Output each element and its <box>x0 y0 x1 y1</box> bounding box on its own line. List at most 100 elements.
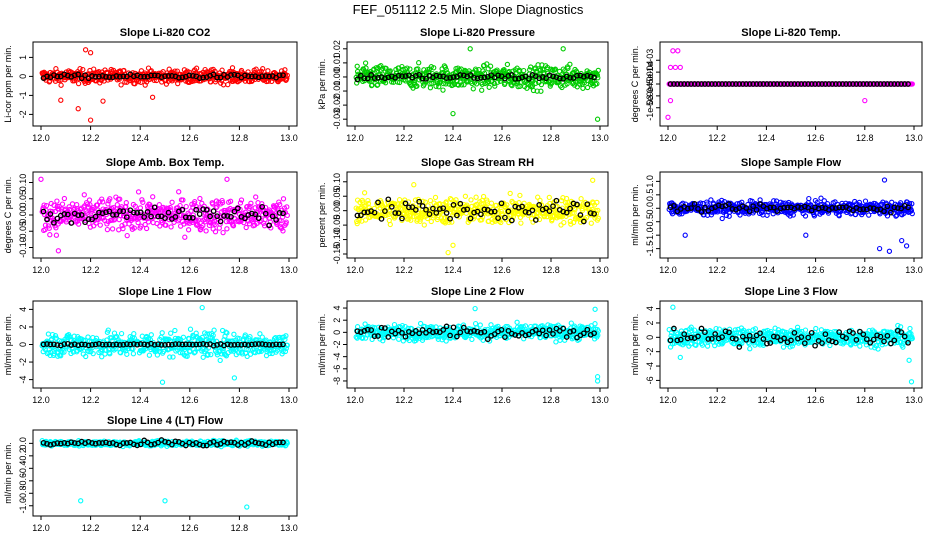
outlier-point <box>672 64 679 71</box>
y-tick-label: 0.10 <box>18 174 28 192</box>
outlier-point <box>75 106 81 112</box>
outlier-point <box>87 117 94 123</box>
data-point <box>470 86 476 92</box>
y-tick-label: 0 <box>18 74 28 79</box>
data-point <box>469 336 475 343</box>
data-point <box>253 66 259 72</box>
chart-title: Slope Li-820 Pressure <box>420 27 535 39</box>
data-point <box>396 336 402 342</box>
x-tick-label: 12.4 <box>131 265 149 275</box>
data-point <box>130 351 137 357</box>
chart-title: Slope Line 3 Flow <box>745 286 838 298</box>
chart-title: Slope Li-820 Temp. <box>741 27 840 39</box>
x-tick-label: 12.2 <box>82 395 100 405</box>
outlier-point <box>903 243 910 249</box>
data-point <box>168 224 174 230</box>
data-point <box>197 195 203 202</box>
data-point <box>472 320 479 327</box>
x-tick-label: 12.2 <box>82 265 100 275</box>
outlier-point <box>224 176 230 182</box>
x-tick-label: 12.8 <box>856 133 874 143</box>
outlier-point <box>450 242 456 248</box>
x-tick-label: 12.4 <box>444 265 462 275</box>
data-point <box>217 357 223 364</box>
x-tick-label: 13.0 <box>591 395 609 405</box>
outlier-point <box>231 375 238 381</box>
chart-title: Slope Li-820 CO2 <box>120 27 210 39</box>
data-point <box>504 61 511 68</box>
data-point <box>487 63 494 69</box>
outlier-point <box>100 98 106 104</box>
outlier-point <box>899 237 905 244</box>
y-axis-label: ml/min per min. <box>3 314 13 376</box>
data-point <box>75 80 82 87</box>
data-point <box>580 85 586 91</box>
x-tick-label: 12.6 <box>807 265 825 275</box>
data-point <box>104 226 111 233</box>
data-point <box>47 232 53 238</box>
outlier-point <box>675 48 681 54</box>
data-point <box>361 190 368 196</box>
data-point <box>518 220 524 226</box>
outlier-point <box>199 304 205 311</box>
x-tick-label: 12.2 <box>395 265 413 275</box>
y-tick-label: 0 <box>18 342 28 347</box>
x-tick-label: 12.8 <box>542 133 560 143</box>
data-point <box>514 319 520 325</box>
x-tick-label: 12.4 <box>758 395 776 405</box>
chart-panel-3: Slope Li-820 Temp.degrees C per min.12.0… <box>630 27 923 143</box>
y-tick-label: 4 <box>332 306 342 311</box>
data-point <box>169 199 175 205</box>
x-tick-label: 12.0 <box>346 395 364 405</box>
data-point <box>354 63 360 69</box>
chart-title: Slope Line 2 Flow <box>431 286 524 298</box>
x-tick-label: 12.4 <box>131 133 149 143</box>
outlier-point <box>38 176 44 182</box>
x-tick-label: 12.8 <box>231 133 249 143</box>
data-point <box>81 192 87 198</box>
data-point <box>193 65 200 71</box>
y-axis-label: Li-cor ppm per min. <box>3 45 13 123</box>
y-tick-label: 0.10 <box>332 173 342 191</box>
x-tick-label: 12.0 <box>346 265 364 275</box>
data-point <box>416 60 422 66</box>
x-tick-label: 12.0 <box>32 395 50 405</box>
data-point <box>258 68 264 74</box>
y-axis-label: percent per min. <box>317 182 327 247</box>
data-point <box>546 194 552 201</box>
data-point <box>553 339 559 345</box>
x-tick-label: 12.4 <box>758 265 776 275</box>
outlier-point <box>667 97 674 104</box>
data-point <box>220 229 226 236</box>
y-tick-label: 0.02 <box>332 40 342 58</box>
data-point <box>480 193 487 200</box>
data-point <box>229 65 236 71</box>
x-tick-label: 12.2 <box>395 395 413 405</box>
outlier-point <box>886 248 893 254</box>
data-point <box>212 229 219 235</box>
outlier-point <box>560 46 566 52</box>
data-point <box>203 228 209 234</box>
data-point <box>172 68 178 74</box>
chart-panel-4: Slope Amb. Box Temp.degrees C per min.12… <box>3 157 298 275</box>
x-tick-label: 13.0 <box>280 265 298 275</box>
plot-frame <box>346 300 609 389</box>
data-point <box>131 331 137 337</box>
data-point <box>91 66 97 72</box>
outlier-point <box>149 94 156 100</box>
data-point <box>85 334 91 340</box>
x-tick-label: 12.2 <box>395 133 413 143</box>
data-point <box>69 201 76 207</box>
x-tick-label: 13.0 <box>280 133 298 143</box>
x-tick-label: 13.0 <box>280 395 298 405</box>
data-point <box>517 192 523 199</box>
x-tick-label: 12.6 <box>181 395 199 405</box>
x-tick-label: 12.6 <box>493 265 511 275</box>
y-tick-label: 0.5 <box>645 189 655 202</box>
x-tick-label: 12.8 <box>542 265 560 275</box>
outlier-point <box>450 110 456 117</box>
outlier-point <box>881 177 888 183</box>
y-tick-label: 1 <box>18 55 28 60</box>
